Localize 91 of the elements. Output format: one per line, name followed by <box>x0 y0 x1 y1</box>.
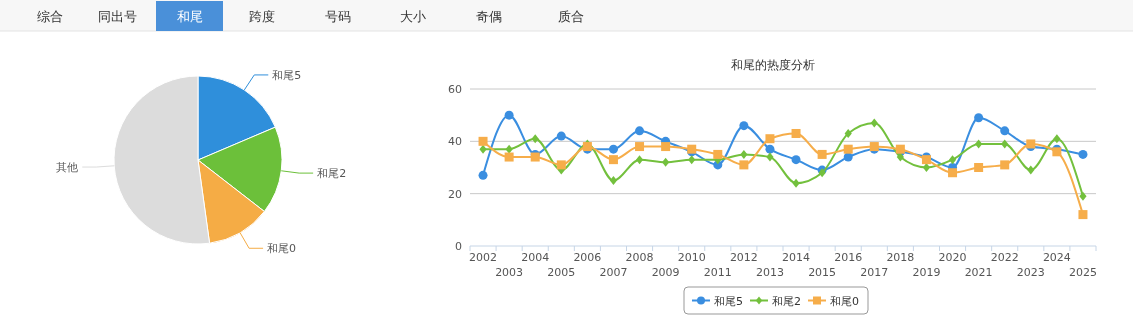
point <box>1078 210 1088 220</box>
point <box>1053 134 1061 144</box>
point <box>635 126 645 136</box>
point <box>661 142 671 152</box>
x-tick-label: 2011 <box>703 266 732 279</box>
point <box>740 149 748 159</box>
legend-label: 和尾5 <box>714 295 743 308</box>
x-tick-label: 2014 <box>782 251 811 264</box>
x-tick-label: 2003 <box>495 266 524 279</box>
x-tick-label: 2024 <box>1042 251 1071 264</box>
x-tick-label: 2010 <box>677 251 706 264</box>
point <box>531 134 539 144</box>
x-tick-label: 2019 <box>912 266 941 279</box>
x-tick-label: 2002 <box>469 251 498 264</box>
point <box>635 155 644 165</box>
y-tick-label: 60 <box>448 83 462 96</box>
point <box>478 136 488 146</box>
point <box>1000 126 1010 136</box>
point <box>713 149 723 159</box>
point <box>766 152 774 162</box>
x-tick-label: 2025 <box>1068 266 1097 279</box>
point <box>974 163 984 172</box>
point <box>1027 165 1035 175</box>
point <box>1000 160 1010 170</box>
point <box>791 128 801 138</box>
point <box>608 144 618 154</box>
x-tick-label: 2015 <box>808 266 837 279</box>
x-tick-label: 2009 <box>651 266 680 279</box>
text: 综合 <box>37 9 63 24</box>
point <box>556 131 566 141</box>
point <box>1079 191 1087 201</box>
text: 大小 <box>399 9 426 24</box>
point <box>765 144 775 154</box>
point <box>896 152 904 162</box>
x-tick-label: 2012 <box>729 251 758 264</box>
point <box>948 155 957 165</box>
point <box>922 163 931 172</box>
y-tick-label: 20 <box>448 187 462 201</box>
slice-label: 和尾2 <box>317 167 347 181</box>
point <box>662 157 670 167</box>
point <box>688 155 696 165</box>
point <box>948 168 958 178</box>
point <box>791 155 801 165</box>
x-tick-label: 2020 <box>938 251 967 264</box>
x-tick-label: 2007 <box>599 266 628 279</box>
point <box>504 152 514 162</box>
point <box>635 142 645 152</box>
point <box>1001 139 1009 149</box>
x-tick-label: 2013 <box>755 266 784 279</box>
point <box>870 118 878 128</box>
text: 和尾 <box>176 9 203 24</box>
x-tick-label: 2017 <box>860 266 889 279</box>
point <box>975 139 983 149</box>
point <box>609 176 618 186</box>
x-tick-label: 2008 <box>625 251 654 264</box>
point <box>504 110 514 120</box>
x-tick-label: 2018 <box>886 251 915 264</box>
point <box>817 149 827 159</box>
point <box>1078 149 1088 159</box>
chart-title: 和尾的热度分析 <box>731 58 815 72</box>
y-tick-label: 40 <box>448 135 462 149</box>
point <box>765 134 775 144</box>
point <box>478 170 488 180</box>
legend-label: 和尾2 <box>772 295 801 308</box>
text: 奇偶 <box>475 9 502 24</box>
slice-label: 和尾0 <box>267 242 297 256</box>
x-tick-label: 2021 <box>964 266 993 279</box>
x-tick-label: 2005 <box>547 266 576 279</box>
point <box>974 113 984 123</box>
x-tick-label: 2004 <box>521 251 550 264</box>
legend-label: 和尾0 <box>830 295 859 308</box>
x-tick-label: 2016 <box>834 251 863 264</box>
slice-label: 其他 <box>56 161 79 175</box>
x-tick-label: 2006 <box>573 251 602 264</box>
x-tick-label: 2022 <box>990 251 1019 264</box>
point <box>739 160 749 170</box>
y-tick-label: 0 <box>455 240 462 253</box>
point <box>843 144 853 154</box>
text: 同出号 <box>97 9 137 24</box>
point <box>792 178 800 188</box>
point <box>556 160 566 170</box>
point <box>479 144 487 154</box>
point <box>739 121 749 131</box>
text: 号码 <box>324 9 351 24</box>
text: 质合 <box>558 9 584 24</box>
x-tick-label: 2023 <box>1016 266 1045 279</box>
slice-label: 和尾5 <box>272 68 302 82</box>
point <box>505 144 513 154</box>
point <box>844 128 852 138</box>
text: 跨度 <box>248 9 275 24</box>
point <box>608 155 618 165</box>
